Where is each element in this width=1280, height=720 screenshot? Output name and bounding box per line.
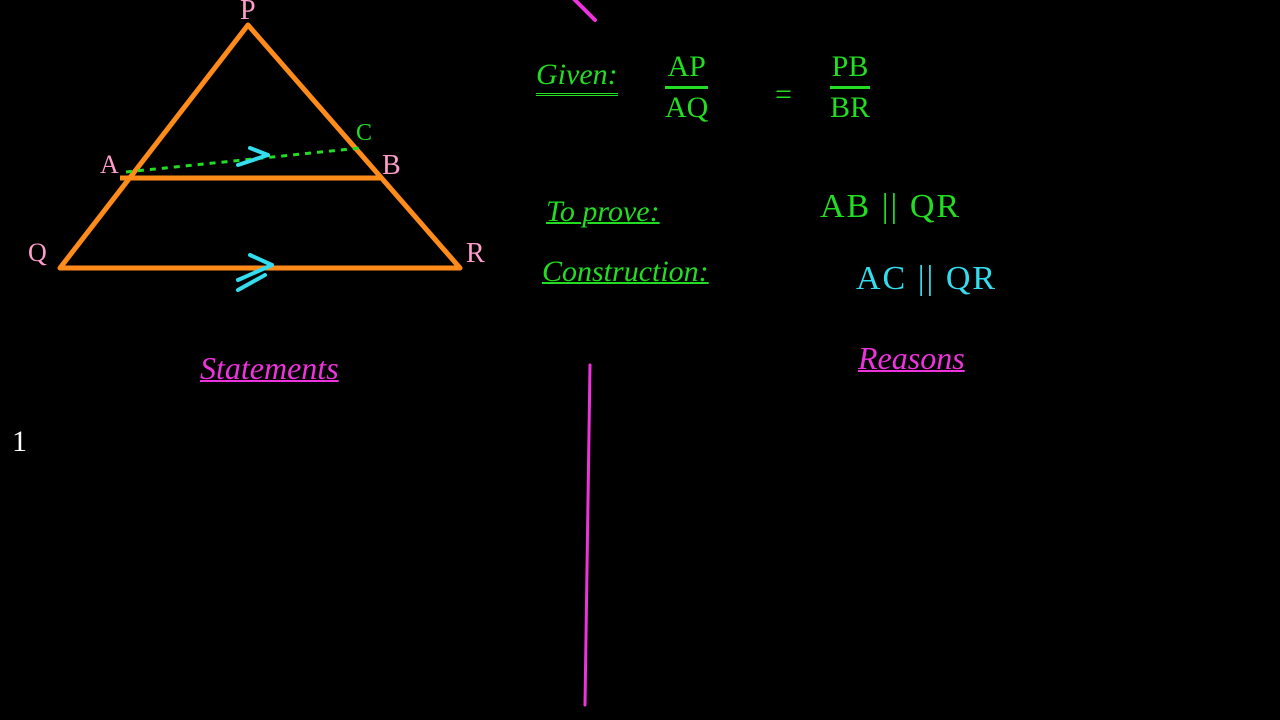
proof-divider xyxy=(585,365,590,705)
equals-sign: = xyxy=(775,78,792,112)
construction-statement: AC || QR xyxy=(856,260,997,298)
reasons-header: Reasons xyxy=(858,340,965,377)
triangle-pqr xyxy=(60,25,460,268)
row-number-1: 1 xyxy=(12,425,27,459)
geometry-diagram xyxy=(0,0,1280,720)
vertex-label-a: A xyxy=(100,150,119,180)
ratio2-denominator: BR xyxy=(830,86,870,125)
ratio-ap-aq: AP AQ xyxy=(665,50,708,125)
construction-header: Construction: xyxy=(542,255,709,289)
stray-mark xyxy=(570,0,595,20)
to-prove-statement: AB || QR xyxy=(820,188,961,226)
vertex-label-b: B xyxy=(382,150,401,182)
ratio2-numerator: PB xyxy=(830,50,870,84)
statements-header: Statements xyxy=(200,350,339,387)
ratio-pb-br: PB BR xyxy=(830,50,870,125)
ratio1-denominator: AQ xyxy=(665,86,708,125)
vertex-label-q: Q xyxy=(28,238,47,268)
segment-ac-dashed xyxy=(126,148,360,172)
vertex-label-c: C xyxy=(356,120,372,147)
vertex-label-r: R xyxy=(466,238,485,270)
vertex-label-p: P xyxy=(240,0,256,27)
to-prove-header: To prove: xyxy=(546,195,660,229)
arrow-mark-ac xyxy=(238,148,268,165)
given-header: Given: xyxy=(536,58,618,92)
arrow-mark-qr xyxy=(238,255,272,290)
ratio1-numerator: AP xyxy=(665,50,708,84)
